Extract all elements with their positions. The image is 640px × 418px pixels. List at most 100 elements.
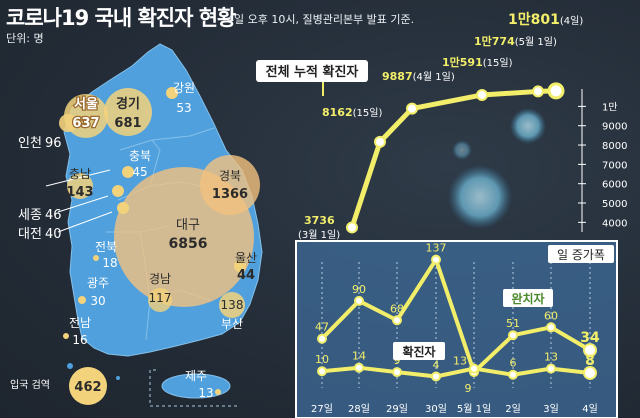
cumulative-y-tick-label: 8000 <box>602 141 627 152</box>
jeonnam-bubble <box>63 333 69 339</box>
daily-data-label: 60 <box>544 309 558 322</box>
cumulative-date-label: (3월 1일) <box>298 229 340 241</box>
cumulative-y-tick-label: 7000 <box>602 160 627 171</box>
confirmed-label: 확진자 <box>402 344 435 359</box>
region-jeju-name: 제주 <box>185 369 207 383</box>
page-subtitle: 4일 오후 10시, 질병관리본부 발표 기준. <box>227 13 415 26</box>
daily-point <box>546 363 556 374</box>
region-chungnam-name: 충남 <box>69 167 91 181</box>
region-gangwon-name: 강원 <box>173 81 195 95</box>
region-jeonnam-value: 16 <box>72 333 87 347</box>
cumulative-data-label: 1만591(15일) <box>442 55 513 69</box>
region-jeonbuk-value: 18 <box>102 256 117 270</box>
cumulative-y-tick-label: 1만 <box>602 101 618 113</box>
cumulative-data-label: 1만801(4일) <box>508 12 583 28</box>
cumulative-point <box>346 221 358 234</box>
region-chungnam-value: 143 <box>66 185 93 200</box>
daily-data-label: 13 <box>453 355 467 368</box>
cumulative-data-label: 9887(4월 1일) <box>382 70 455 83</box>
daily-point <box>469 363 479 374</box>
daily-data-label: 4 <box>433 358 440 371</box>
daily-point <box>508 369 518 380</box>
region-gyeonggi-name: 경기 <box>116 96 140 112</box>
daily-point <box>392 367 402 378</box>
cumulative-title-box: 전체 누적 확진자 <box>256 60 368 96</box>
region-ulsan-name: 울산 <box>235 251 257 265</box>
cumulative-point <box>374 135 386 148</box>
region-gyeongnam-name: 경남 <box>149 272 171 286</box>
jeju-bubble <box>215 389 221 395</box>
region-busan-value: 138 <box>221 298 244 312</box>
region-gwangju-name: 광주 <box>87 276 109 290</box>
daily-panel <box>295 240 618 418</box>
daily-x-tick-label: 2일 <box>505 403 521 415</box>
virus-decoration <box>448 108 546 229</box>
region-gyeongnam-value: 117 <box>149 291 172 305</box>
cumulative-data-label: 3736 <box>304 214 335 227</box>
daily-title: 일 증가폭 <box>557 248 605 262</box>
region-gyeonggi-value: 681 <box>114 116 141 131</box>
daily-title-box <box>548 245 614 263</box>
daily-data-label: 9 <box>394 354 401 367</box>
daily-data-label: 51 <box>506 317 520 330</box>
daily-data-label: 90 <box>352 283 366 296</box>
region-jeju-value: 13 <box>198 386 213 400</box>
daily-x-tick-label: 29일 <box>386 403 408 415</box>
daily-x-tick-label: 4일 <box>582 403 598 415</box>
region-daejeon-name: 대전 <box>18 227 42 242</box>
daily-x-tick-label: 30일 <box>425 403 447 415</box>
daily-data-label: 14 <box>352 350 366 363</box>
daily-data-label: 13 <box>544 351 558 364</box>
confirmed-label-box <box>393 342 445 360</box>
cumulative-point <box>547 82 565 100</box>
cumulative-y-tick-label: 4000 <box>602 218 627 229</box>
ulsan-bubble <box>234 260 246 272</box>
daily-data-label: 8 <box>585 353 595 369</box>
daily-point <box>317 333 327 344</box>
region-daegu-value: 6856 <box>169 236 208 252</box>
incheon-bubble <box>59 114 77 132</box>
daily-series-line-1 <box>321 365 591 379</box>
region-quarantine-name: 입국 검역 <box>10 378 50 391</box>
region-seoul-name: 서울 <box>74 96 98 112</box>
daily-x-tick-label: 27일 <box>311 403 333 415</box>
cumulative-y-tick-label: 5000 <box>602 199 627 210</box>
chungbuk-bubble <box>122 166 134 178</box>
cumulative-chart: 4000 5000 6000 7000 8000 9000 1만 3736 (3월 1일) 816… <box>298 12 627 241</box>
daily-point <box>354 362 364 373</box>
region-quarantine-value: 462 <box>74 380 101 395</box>
region-labels: 서울 637 경기 681 강원 53 인천 96 충북 45 충남 143 세… <box>10 81 257 400</box>
daily-data-label: 47 <box>315 321 329 334</box>
region-chungbuk-value: 45 <box>132 165 147 179</box>
daily-data-label: 6 <box>510 357 517 370</box>
region-daejeon-value: 40 <box>45 227 62 242</box>
jeju-island <box>161 373 231 399</box>
gyeongbuk-bubble <box>200 155 260 215</box>
region-gangwon-value: 53 <box>176 101 191 115</box>
region-ulsan-value: 44 <box>237 268 255 283</box>
cumulative-y-tick-label: 6000 <box>602 180 627 191</box>
region-daegu-name: 대구 <box>176 218 200 233</box>
daily-data-label: 68 <box>390 302 404 315</box>
daily-point <box>431 371 441 382</box>
daily-x-tick-label: 28일 <box>348 403 370 415</box>
daily-x-tick-label: 5월 1일 <box>457 403 491 415</box>
region-gyeongbuk-name: 경북 <box>219 169 241 183</box>
jeonbuk-bubble <box>93 255 99 261</box>
recovered-label-box <box>503 289 553 307</box>
daily-point <box>546 322 556 333</box>
daejeon-bubble <box>117 202 129 214</box>
region-jeonnam-name: 전남 <box>69 316 91 330</box>
region-seoul-value: 637 <box>72 116 99 131</box>
leader-lines <box>45 169 113 233</box>
daily-point <box>317 366 327 377</box>
page-title: 코로나19 국내 확진자 현황 <box>6 6 236 30</box>
region-gwangju-value: 30 <box>90 294 105 308</box>
daily-data-label: 34 <box>580 330 600 346</box>
region-gyeongbuk-value: 1366 <box>212 187 248 202</box>
region-chungbuk-name: 충북 <box>129 149 151 163</box>
daily-point <box>508 330 518 341</box>
cumulative-data-label: 1만774(5월 1일) <box>474 34 557 48</box>
daily-x-tick-label: 3일 <box>543 403 559 415</box>
